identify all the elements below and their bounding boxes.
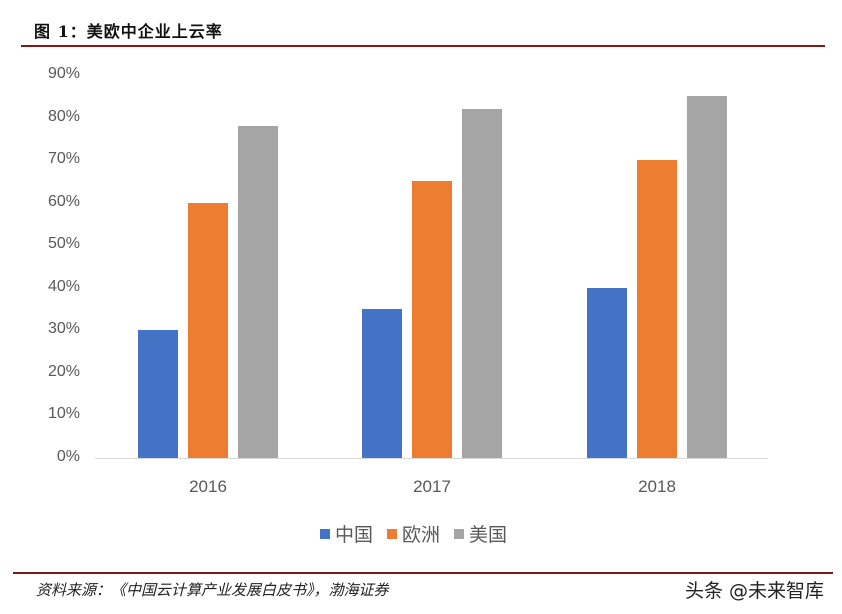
x-tick-label: 2016 xyxy=(189,477,227,496)
y-tick-label: 90% xyxy=(47,65,80,82)
chart-legend: 中国 欧洲 美国 xyxy=(320,520,507,547)
y-tick-label: 10% xyxy=(47,405,80,423)
y-tick-label: 50% xyxy=(47,235,80,253)
legend-swatch-china xyxy=(320,528,330,539)
y-tick-label: 20% xyxy=(47,362,80,380)
legend-label: 中国 xyxy=(335,524,374,546)
bar-usa-2017 xyxy=(462,109,502,458)
source-note: 资料来源：《中国云计算产业发展白皮书》，渤海证券 xyxy=(36,581,389,599)
bar-europe-2016 xyxy=(188,202,228,458)
bar-china-2018 xyxy=(587,287,627,458)
y-tick-label: 70% xyxy=(47,150,80,168)
y-tick-label: 40% xyxy=(47,277,80,295)
source-divider xyxy=(13,572,833,574)
bar-usa-2016 xyxy=(238,126,278,458)
y-tick-label: 60% xyxy=(47,192,80,210)
legend-swatch-europe xyxy=(387,528,398,539)
x-tick-label: 2018 xyxy=(638,477,676,496)
legend-swatch-usa xyxy=(454,528,465,539)
bar-china-2017 xyxy=(362,309,402,458)
y-tick-label: 30% xyxy=(47,320,80,338)
bar-usa-2018 xyxy=(687,96,727,458)
y-tick-label: 0% xyxy=(56,448,80,465)
title-divider xyxy=(21,45,825,47)
legend-item-china: 中国 xyxy=(320,520,373,547)
watermark: 头条 @未来智库 xyxy=(684,580,824,602)
x-tick-label: 2017 xyxy=(413,477,451,496)
y-tick-label: 80% xyxy=(47,107,80,125)
x-axis-line xyxy=(95,458,768,459)
legend-label: 欧洲 xyxy=(402,524,441,546)
bar-europe-2018 xyxy=(637,160,677,458)
bar-china-2016 xyxy=(138,330,178,458)
figure-title: 图 1：美欧中企业上云率 xyxy=(34,22,223,41)
legend-item-europe: 欧洲 xyxy=(387,520,440,547)
bar-europe-2017 xyxy=(412,181,452,458)
legend-label: 美国 xyxy=(469,524,508,546)
legend-item-usa: 美国 xyxy=(454,520,507,547)
